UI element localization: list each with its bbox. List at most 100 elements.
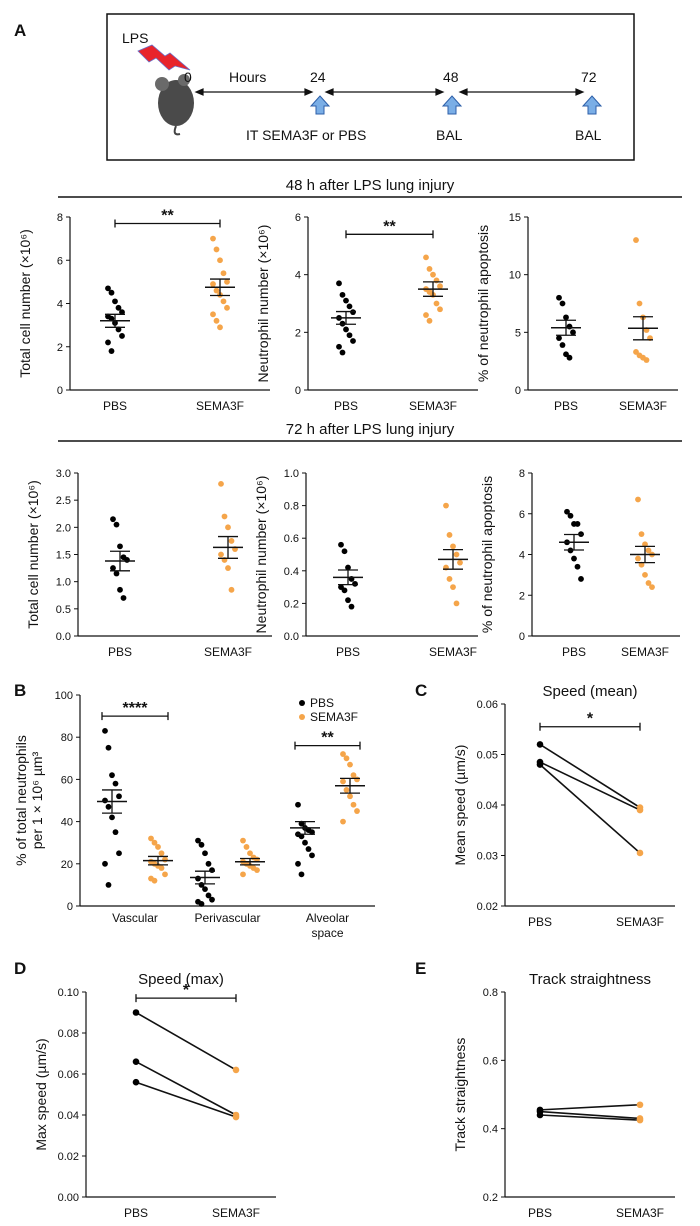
y-tick-label: 0.6 [284,533,299,545]
data-point [112,829,119,836]
data-point [423,254,429,261]
x-tick-label: SEMA3F [619,399,667,413]
data-point [105,285,111,292]
x-tick-label: SEMA3F [621,645,669,659]
data-point [158,850,165,857]
data-point [120,595,127,601]
data-point [340,778,346,785]
y-tick-label: 15 [509,212,521,224]
panel-letter-b: B [14,681,26,700]
y-tick-label: 6 [295,212,301,224]
data-point [108,289,115,296]
significance-label: ** [383,218,396,235]
data-point [295,801,301,808]
y-tick-label: 2.5 [56,495,71,507]
y-axis-label: % of neutrophil apoptosis [479,476,495,633]
pair-line [539,761,641,811]
y-axis-label: Total cell number (×10⁶) [17,229,33,378]
arrow-icon-24 [309,95,331,115]
data-point [254,867,260,874]
data-point [115,326,122,333]
mouse-ear [155,77,169,91]
data-point [340,818,346,825]
x-tick-label: SEMA3F [409,399,457,413]
y-tick-label: 0.00 [58,1192,79,1204]
y-axis-label: Track straightness [452,1038,468,1152]
data-point [567,512,574,519]
lps-label: LPS [122,30,148,46]
data-point [119,309,125,316]
data-point [302,839,308,846]
data-point [195,837,201,844]
data-point [566,323,573,330]
data-point [132,1009,140,1016]
data-point [105,744,112,751]
data-point [354,776,360,783]
data-point [450,584,456,590]
time-24: 24 [310,69,326,85]
data-point [217,324,223,331]
data-point [108,348,115,354]
data-point [112,780,119,787]
y-tick-label: 2 [519,590,525,602]
data-point [309,852,315,859]
x-tick-label: PBS [528,915,552,929]
data-point [343,787,350,793]
y-axis-label: Neutrophil number (×10⁶) [253,476,269,634]
data-point [564,508,570,515]
y-tick-label: 0 [515,385,521,397]
y-tick-label: 0.04 [477,800,498,812]
y-tick-label: 0 [519,631,525,643]
data-point [450,543,456,550]
data-point [430,271,436,278]
pair-line [135,1060,237,1116]
y-tick-label: 0.6 [483,1055,498,1067]
y-tick-label: 2 [57,342,63,354]
data-point [209,896,215,903]
chart-a-72-total: 0.0 0.5 1.0 1.5 2.0 2.5 3.0 Total cell number (… [25,468,272,659]
section-title-48h: 48 h after LPS lung injury [286,177,455,194]
data-point [105,882,112,888]
data-point [132,1078,140,1086]
data-point [338,541,344,548]
data-point [221,513,228,520]
data-point [240,837,246,844]
data-point [453,551,460,558]
timeline-axis [194,88,585,96]
y-tick-label: 0.06 [477,699,498,711]
y-tick-label: 8 [519,468,525,480]
data-point [354,808,360,814]
x-tick-label: PBS [528,1206,552,1220]
y-tick-label: 10 [509,270,521,282]
mouse-body [158,80,194,126]
data-point [426,266,433,272]
chart-a-48-total: 0 2 4 6 8 Total cell number (×10⁶) PBS SEMA3F ** [17,207,270,413]
data-point [336,280,342,287]
data-point [224,304,230,311]
data-point [217,257,223,264]
data-point [341,548,348,555]
data-point [210,281,216,287]
data-point [426,317,433,324]
data-point [343,297,349,304]
data-point [645,580,652,586]
x-tick-label: SEMA3F [616,915,664,929]
step-label-bal-48: BAL [436,127,463,143]
data-point [636,806,644,814]
data-point [232,1066,240,1074]
data-point [213,317,220,324]
data-point [124,557,130,563]
data-point [119,333,125,339]
x-tick-label: SEMA3F [196,399,244,413]
y-tick-label: 6 [57,255,63,267]
data-point [132,1058,140,1065]
data-point [347,793,353,800]
x-tick-label: PBS [334,399,358,413]
data-point [195,875,201,882]
data-point [446,576,453,582]
data-point [202,850,208,857]
data-point [113,521,120,528]
chart-a-72-neut: 0.0 0.2 0.4 0.6 0.8 1.0 Neutrophil number (×10… [253,468,478,659]
chart-a-48-apop: 0 5 10 15 % of neutrophil apoptosis PBS SEMA3F [475,212,678,413]
